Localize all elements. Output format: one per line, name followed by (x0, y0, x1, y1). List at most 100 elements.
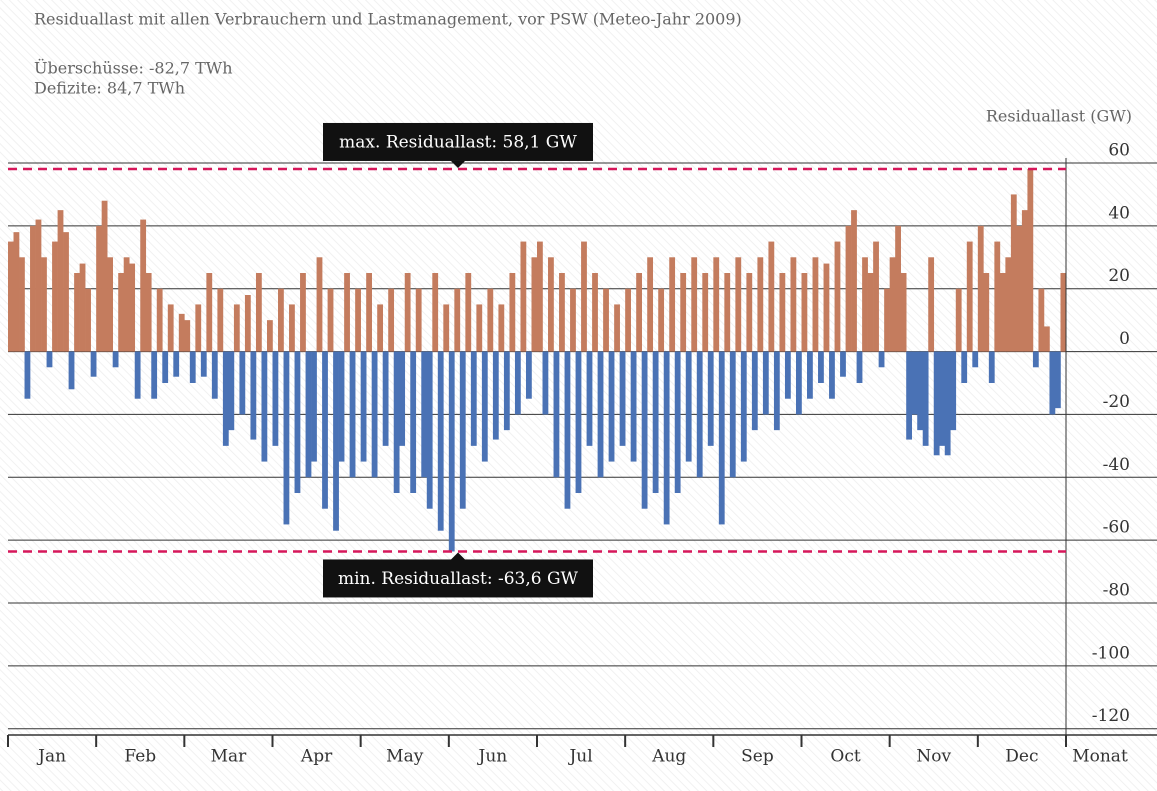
bar (1027, 168, 1034, 352)
bar (162, 351, 169, 383)
bar (487, 288, 494, 352)
bar (851, 210, 857, 352)
bar (966, 241, 973, 352)
y-tick-label: -20 (1103, 392, 1130, 412)
y-tick-label: -120 (1092, 706, 1130, 726)
y-tick-label: 60 (1108, 141, 1130, 161)
bar (421, 351, 428, 478)
bar (834, 241, 841, 352)
x-axis-label: Monat (1072, 747, 1128, 767)
bar (173, 351, 180, 377)
bar (625, 288, 631, 352)
x-tick-label: Dec (1005, 747, 1038, 767)
bar (426, 351, 433, 509)
bar (961, 351, 968, 383)
bar (371, 351, 378, 478)
bar (118, 273, 125, 352)
bar (779, 273, 786, 352)
bar (145, 273, 152, 352)
bar (503, 351, 510, 431)
bar (30, 225, 36, 352)
bar (652, 351, 659, 493)
bar (305, 351, 312, 478)
bar (470, 351, 477, 446)
bar (112, 351, 119, 368)
bar (189, 351, 196, 383)
bar (24, 351, 31, 399)
bar (713, 257, 720, 352)
bar (228, 351, 235, 431)
bar (140, 219, 147, 352)
bar (862, 257, 868, 352)
annotation-box (323, 559, 593, 598)
bar (410, 351, 417, 493)
subtitle: Überschüsse: -82,7 TWh (34, 58, 233, 78)
bar (724, 273, 731, 352)
bar (537, 241, 543, 352)
bar (1060, 273, 1067, 352)
bar (762, 351, 769, 415)
bar (570, 288, 576, 352)
bar (674, 351, 681, 493)
bar (906, 351, 913, 440)
bar (1054, 351, 1061, 409)
bar (239, 351, 246, 415)
bar (393, 351, 400, 493)
bar (757, 257, 764, 352)
x-tick-label: Jan (36, 747, 66, 767)
bar (818, 351, 824, 383)
bar (206, 273, 213, 352)
bar (592, 273, 598, 352)
bar (773, 351, 780, 431)
x-tick-label: Oct (830, 747, 860, 767)
bar (195, 304, 202, 352)
bar (79, 263, 86, 352)
bar (156, 288, 163, 352)
bar (801, 273, 808, 352)
bar (19, 257, 25, 352)
bar (878, 351, 885, 368)
bar (382, 351, 389, 446)
bar (829, 351, 835, 399)
bar (437, 351, 444, 531)
bar (316, 257, 323, 352)
bar (658, 288, 665, 352)
bar (999, 273, 1006, 352)
bar (498, 304, 505, 352)
bar (790, 257, 797, 352)
bar (988, 351, 995, 383)
bar (222, 351, 229, 446)
subtitle: Defizite: 84,7 TWh (34, 79, 185, 98)
bar (746, 273, 753, 352)
bar (1049, 351, 1056, 415)
bar (553, 351, 560, 478)
x-tick-label: Jun (477, 747, 508, 767)
bar (581, 241, 587, 352)
bar (944, 351, 951, 456)
bar (614, 304, 620, 352)
bar (840, 351, 846, 377)
bar (630, 351, 637, 462)
bar (289, 304, 295, 352)
bar (559, 273, 565, 352)
bar (344, 273, 350, 352)
bar (597, 351, 604, 478)
bar (917, 351, 924, 431)
bar (283, 351, 290, 525)
bar (619, 351, 626, 446)
bar (134, 351, 141, 399)
bar (873, 241, 879, 352)
bar (933, 351, 940, 456)
bar (333, 351, 339, 531)
bar (751, 351, 758, 431)
annotation-pointer (451, 552, 465, 560)
bar (68, 351, 75, 390)
bar (740, 351, 747, 462)
bar (74, 273, 80, 352)
bar (1005, 257, 1012, 352)
bar (531, 257, 538, 352)
bar (1016, 225, 1023, 352)
bar (1032, 351, 1039, 368)
bar (867, 273, 874, 352)
x-tick-label: Feb (124, 747, 156, 767)
